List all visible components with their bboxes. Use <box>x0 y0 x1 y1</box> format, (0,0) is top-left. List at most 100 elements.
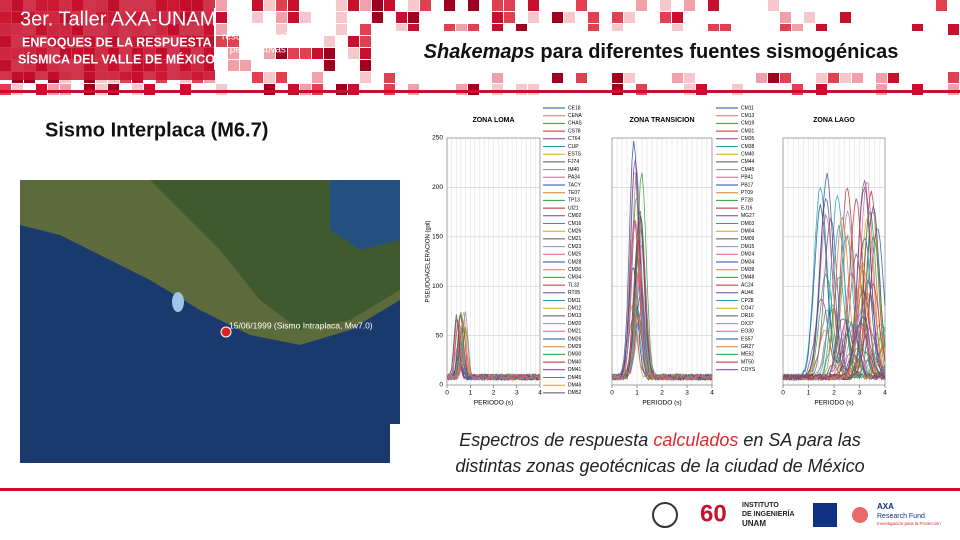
mosaic-tile <box>216 12 227 23</box>
legend-label: GR27 <box>741 344 754 350</box>
x-tick-label: 0 <box>610 390 614 397</box>
mosaic-tile <box>336 0 347 11</box>
x-tick-label: 2 <box>660 390 664 397</box>
mosaic-tile <box>948 84 959 95</box>
caption-highlight: calculados <box>653 430 738 450</box>
x-tick-label: 4 <box>710 390 714 397</box>
mosaic-tile <box>132 84 143 95</box>
legend-label: PB41 <box>741 175 753 181</box>
legend-label: ME52 <box>741 352 754 358</box>
legend-label: UI21 <box>568 205 579 211</box>
mosaic-tile <box>792 24 803 35</box>
mosaic-tile <box>288 12 299 23</box>
mosaic-tile <box>468 0 479 11</box>
legend-label: CM25 <box>568 252 582 258</box>
legend-label: TP13 <box>568 198 580 204</box>
mosaic-tile <box>252 72 263 83</box>
mosaic-tile <box>588 12 599 23</box>
mosaic-tile <box>336 84 347 95</box>
mosaic-tile <box>852 72 863 83</box>
mosaic-tile <box>396 12 407 23</box>
legend-label: FJ74 <box>568 159 579 165</box>
axa-fund: Research Fund <box>877 513 925 520</box>
legend-label: EO30 <box>741 329 754 335</box>
legend-label: CM35 <box>741 136 755 142</box>
mosaic-tile <box>216 24 227 35</box>
legend-label: DM29 <box>568 344 582 350</box>
mosaic-tile <box>636 0 647 11</box>
mosaic-tile <box>288 48 299 59</box>
mosaic-tile <box>216 36 227 47</box>
mosaic-tile <box>360 60 371 71</box>
mosaic-tile <box>312 48 323 59</box>
unam-logo <box>652 502 678 528</box>
mosaic-tile <box>756 72 767 83</box>
legend-label: DM15 <box>741 244 755 250</box>
mosaic-tile <box>252 0 263 11</box>
legend-label: CM13 <box>741 113 755 119</box>
x-tick-label: 3 <box>858 390 862 397</box>
mosaic-tile <box>516 84 527 95</box>
mosaic-tile <box>888 72 899 83</box>
mosaic-tile <box>384 0 395 11</box>
mosaic-tile <box>636 84 647 95</box>
x-tick-label: 1 <box>807 390 811 397</box>
mosaic-tile <box>672 72 683 83</box>
spectrum-curve <box>611 219 713 381</box>
mosaic-tile <box>696 84 707 95</box>
mosaic-tile <box>768 0 779 11</box>
legend-label: CM45 <box>741 167 755 173</box>
mosaic-tile <box>492 0 503 11</box>
mosaic-tile <box>36 84 47 95</box>
mosaic-tile <box>912 24 923 35</box>
title-box <box>383 31 940 73</box>
panel-title: ZONA LOMA <box>472 117 514 124</box>
inst-name: DE INGENIERÍA <box>742 509 795 518</box>
x-tick-label: 3 <box>685 390 689 397</box>
legend-label: DM41 <box>568 367 582 373</box>
mosaic-tile <box>180 84 191 95</box>
legend-label: PT09 <box>741 190 753 196</box>
mosaic-tile <box>372 12 383 23</box>
caption-part: en SA para las <box>738 430 860 450</box>
rule <box>0 90 960 93</box>
legend-label: AC24 <box>741 282 754 288</box>
map-label: 15/06/1999 (Sismo Intraplaca, Mw7.0) <box>229 320 373 330</box>
legend-label: CM38 <box>741 144 755 150</box>
panel-title: ZONA LAGO <box>813 117 855 124</box>
legend-label: RT05 <box>568 290 580 296</box>
mosaic-tile <box>324 36 335 47</box>
mosaic-tile <box>684 0 695 11</box>
legend-label: PB17 <box>741 182 753 188</box>
mosaic-tile <box>816 24 827 35</box>
legend-label: DM24 <box>741 252 755 258</box>
x-axis-label: PERIODO (s) <box>474 400 513 407</box>
mosaic-tile <box>216 84 227 95</box>
legend-label: DM26 <box>568 336 582 342</box>
caption-part: Espectros de respuesta <box>459 430 653 450</box>
x-tick-label: 2 <box>832 390 836 397</box>
y-axis-label: PSEUDOACELERACION (gal) <box>426 220 432 302</box>
legend-label: CS78 <box>568 128 581 134</box>
mosaic-tile <box>360 24 371 35</box>
mosaic-tile <box>240 60 251 71</box>
mosaic-tile <box>684 84 695 95</box>
legend-label: DM52 <box>568 390 582 396</box>
mosaic-tile <box>336 24 347 35</box>
mosaic-tile <box>576 0 587 11</box>
mask <box>390 424 402 464</box>
axa: AXA <box>877 502 894 511</box>
plot-frame <box>446 137 541 386</box>
legend-label: TACY <box>568 182 582 188</box>
spectrum-curve <box>611 264 713 381</box>
mosaic-tile <box>624 72 635 83</box>
event: 3er. Taller AXA-UNAM <box>20 8 216 30</box>
mosaic-tile <box>348 48 359 59</box>
mosaic-tile <box>408 84 419 95</box>
mosaic-tile <box>144 84 155 95</box>
mosaic-tile <box>276 0 287 11</box>
inst-name: INSTITUTO <box>742 502 779 509</box>
mosaic-tile <box>780 24 791 35</box>
mosaic-tile <box>360 36 371 47</box>
legend-label: CM31 <box>741 128 755 134</box>
